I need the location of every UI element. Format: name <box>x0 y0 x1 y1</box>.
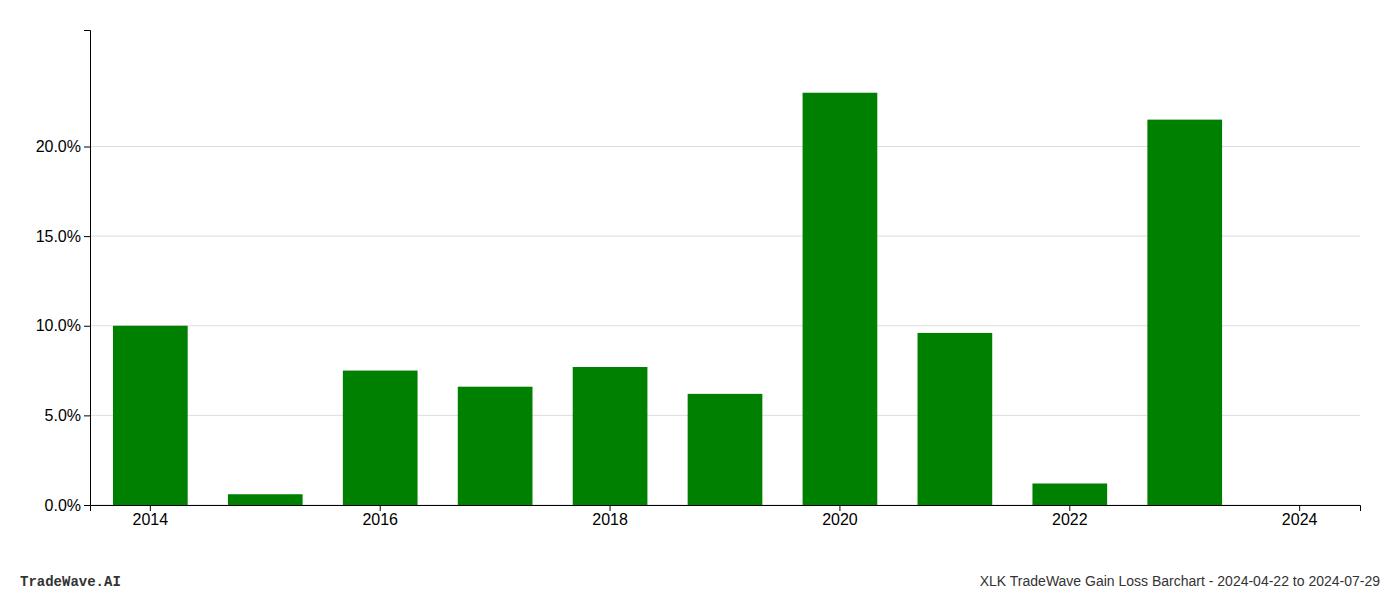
x-tick: 2020 <box>822 505 858 528</box>
y-tick: 5.0% <box>45 407 90 424</box>
x-axis-line <box>91 506 1361 512</box>
y-tick: 10.0% <box>36 317 90 334</box>
y-tick-label: 20.0% <box>36 138 81 155</box>
bar <box>803 93 878 505</box>
y-tick-label: 5.0% <box>45 407 81 424</box>
x-tick-mark <box>1299 505 1300 511</box>
x-tick-mark <box>1069 505 1070 511</box>
y-tick-label: 15.0% <box>36 228 81 245</box>
annotation: XLK TradeWave Gain Loss Barchart - 2024-… <box>980 573 1380 589</box>
x-axis: 2014 2016 2018 2020 2022 2024 <box>91 505 1361 528</box>
x-tick-label: 2014 <box>133 511 169 528</box>
y-tick-mark <box>84 326 90 327</box>
x-tick-label: 2022 <box>1052 511 1088 528</box>
bar <box>1262 505 1337 506</box>
y-tick: 15.0% <box>36 228 90 245</box>
y-tick-mark <box>84 147 90 148</box>
bar <box>458 387 533 505</box>
bar <box>573 367 648 505</box>
bar <box>918 333 993 505</box>
bar <box>113 326 188 505</box>
y-tick-mark <box>84 505 90 506</box>
y-axis: 0.0% 5.0% 10.0% 15.0% 20.0% <box>36 31 91 514</box>
y-tick-mark <box>84 236 90 237</box>
x-tick-label: 2016 <box>362 511 398 528</box>
y-tick: 0.0% <box>45 497 90 514</box>
bar <box>688 394 763 505</box>
x-tick-mark <box>839 505 840 511</box>
x-tick: 2022 <box>1052 505 1088 528</box>
x-tick-mark <box>610 505 611 511</box>
annotation: TradeWave.AI <box>20 574 121 590</box>
x-tick: 2018 <box>592 505 628 528</box>
y-tick-label: 10.0% <box>36 317 81 334</box>
x-tick-mark <box>150 505 151 511</box>
x-tick: 2016 <box>362 505 398 528</box>
x-tick-mark <box>380 505 381 511</box>
x-tick-label: 2018 <box>592 511 628 528</box>
x-tick: 2024 <box>1282 505 1318 528</box>
x-tick-label: 2020 <box>822 511 858 528</box>
y-tick-label: 0.0% <box>45 497 81 514</box>
chart: 0.0%5.0%10.0%15.0%20.0%20142016201820202… <box>0 0 1400 600</box>
bars <box>113 93 1222 505</box>
bar <box>228 494 303 505</box>
y-tick-mark <box>84 415 90 416</box>
x-tick: 2014 <box>133 505 169 528</box>
x-tick-label: 2024 <box>1282 511 1318 528</box>
bar <box>343 371 418 505</box>
bar <box>1147 120 1222 505</box>
bar <box>1032 483 1107 505</box>
y-tick: 20.0% <box>36 138 90 155</box>
y-axis-line <box>84 31 91 506</box>
